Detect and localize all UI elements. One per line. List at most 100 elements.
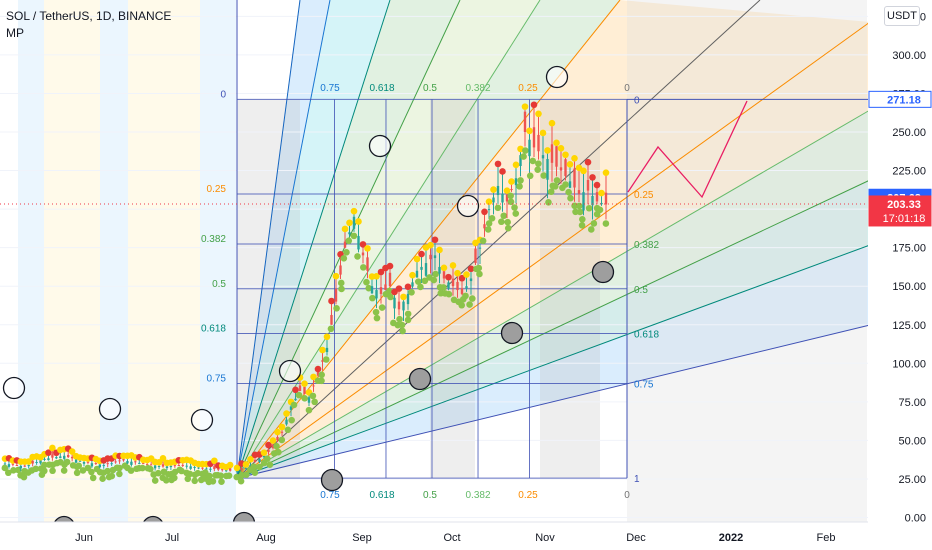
indicator-dot-low [547,188,555,196]
indicator-dot-high [449,262,457,269]
indicator-dot-high [485,198,493,205]
fib-time-top-label: 0.75 [320,83,340,94]
indicator-dot-low [504,224,512,232]
indicator-dot-high [463,271,470,278]
indicator-dot-high [598,189,605,197]
candle-body [221,469,224,471]
indicator-dot-low [485,220,493,227]
indicator-dot-low [233,473,241,481]
indicator-dot-high [413,255,421,263]
fib-level-right-label: 0.382 [634,240,659,251]
indicator-dot-low [151,477,159,484]
candle-body [43,458,46,460]
candle-body [118,460,121,462]
candle-body [122,458,125,461]
candle-body [285,419,288,425]
indicator-dot-low [484,226,492,233]
candle-body [402,301,405,311]
indicator-dot-low [408,288,415,296]
indicator-dot-high [49,444,56,452]
indicator-dot-low [479,237,487,245]
indicator-dot-low [273,442,280,450]
fib-time-top-label: 0 [624,83,630,94]
indicator-dot-high [431,236,439,244]
time-tick-label: Oct [443,532,460,544]
candle-body [3,463,7,465]
candle-body [276,437,279,441]
candle-body [573,168,576,188]
indicator-dot-low [421,277,429,285]
indicator-dot-low [311,398,318,406]
indicator-dot-high [260,449,268,457]
candle-body [146,464,149,466]
candle-body [492,197,495,203]
indicator-dot-high [400,293,407,301]
indicator-dot-low [415,278,422,285]
candle-body [235,471,239,473]
indicator-dot-high [593,181,601,189]
price-tick-label: 125.00 [892,320,926,332]
price-tick-label: 50.00 [898,435,926,447]
session-band [44,0,100,522]
fib-time-top-label: 0.5 [423,83,437,94]
indicator-dot-low [504,218,511,226]
indicator-dot-high [535,110,542,118]
indicator-dot-low [488,215,496,222]
candle-body [532,127,536,148]
candle-body [181,464,184,466]
candle-body [31,460,34,464]
candle-body [74,459,78,463]
indicator-dot-low [139,464,146,472]
indicator-dot-high [499,168,506,175]
indicator-dot-low [225,472,233,480]
indicator-dot-low [516,183,523,190]
indicator-dot-high [571,154,578,162]
indicator-dot-high [503,187,511,194]
indicator-dot-high [323,333,331,341]
candle-body [59,456,62,459]
indicator-dot-high [332,272,340,280]
indicator-dot-high [418,250,425,258]
candle-body [82,461,86,464]
indicator-dot-low [354,253,361,260]
candle-body [384,284,387,291]
fib-time-top-label: 0.382 [465,83,490,94]
indicator-dot-high [589,174,596,181]
indicator-dot-low [256,463,263,471]
candle-body [366,257,369,271]
pivot-low-marker [320,468,344,492]
candle-body [361,252,365,256]
pivot-low-marker [408,367,432,391]
candle-body [149,464,153,466]
fib-level-left-label: 0 [220,89,226,100]
candle-body [582,192,585,211]
candle-body [379,287,383,294]
indicator-dot-high [508,178,515,185]
candle-body [312,385,315,387]
indicator-dot-high [226,461,234,469]
currency-unit-button[interactable]: USDT [884,6,920,26]
indicator-dot-low [476,270,483,278]
indicator-dot-low [445,290,453,298]
indicator-dot-high [391,288,398,296]
candle-body [528,139,531,157]
indicator-dot-low [278,436,286,444]
indicator-dot-low [41,467,48,475]
candle-body [240,467,243,470]
indicator-dot-low [186,470,194,478]
candle-body [510,188,513,190]
indicator-dot-low [116,470,123,478]
indicator-dot-high [539,129,547,137]
fan-line [236,0,391,479]
fan-line [236,0,301,479]
fib-time-top-label: 0.25 [518,83,538,94]
indicator-dot-low [404,316,412,324]
candle-body [110,463,113,465]
indicator-dot-low [540,172,548,179]
candle-body [130,461,133,465]
indicator-dot-high [310,373,317,381]
candle-body [51,454,54,458]
candle-body [90,463,94,467]
indicator-dot-high [25,458,32,465]
